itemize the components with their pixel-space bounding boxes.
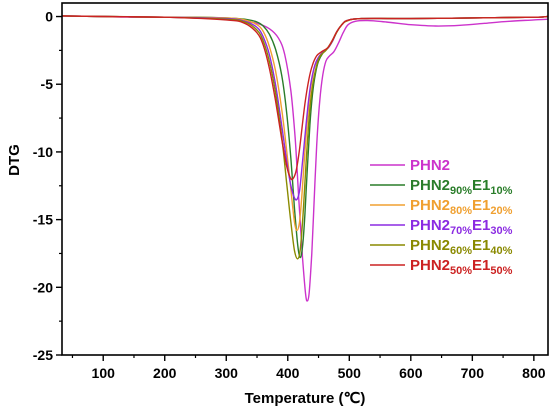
series-layer xyxy=(62,15,548,302)
y-tick-label: -15 xyxy=(33,212,53,228)
legend-item: PHN250%E150% xyxy=(370,257,513,277)
legend-item: PHN260%E140% xyxy=(370,237,513,257)
legend-text-part: E1 xyxy=(472,217,490,234)
legend-text-part: E1 xyxy=(472,237,490,254)
legend-item: PHN290%E110% xyxy=(370,177,513,197)
legend-text-part: PHN2 xyxy=(410,197,450,214)
legend-subscript: 90% xyxy=(450,185,472,197)
legend-subscript: 20% xyxy=(490,205,512,217)
x-axis-label: Temperature (℃) xyxy=(245,390,366,407)
legend-label: PHN250%E150% xyxy=(410,257,513,277)
x-tick-label: 200 xyxy=(153,365,177,381)
plot-frame xyxy=(61,2,549,356)
legend-text-part: PHN2 xyxy=(410,237,450,254)
x-tick-label: 300 xyxy=(215,365,239,381)
y-axis-label: DTG xyxy=(6,144,23,176)
legend-subscript: 50% xyxy=(490,265,512,277)
legend-subscript: 50% xyxy=(450,265,472,277)
legend-subscript: 30% xyxy=(490,225,512,237)
series-line-0 xyxy=(62,15,548,302)
legend-item: PHN270%E130% xyxy=(370,217,513,237)
y-tick-label: 0 xyxy=(45,9,53,25)
legend-text-part: E1 xyxy=(472,197,490,214)
x-tick-label: 400 xyxy=(276,365,300,381)
legend-label: PHN2 xyxy=(410,157,450,174)
y-tick-label: -10 xyxy=(33,144,53,160)
legend-text-part: PHN2 xyxy=(410,157,450,174)
legend-text-part: E1 xyxy=(472,177,490,194)
legend-text-part: E1 xyxy=(472,257,490,274)
axis-ticks: 100 200 300 400 500 600 700 800 0 -5 -10 -15 -20 -25 xyxy=(33,9,546,381)
legend-subscript: 10% xyxy=(490,185,512,197)
legend-text-part: PHN2 xyxy=(410,217,450,234)
legend-label: PHN260%E140% xyxy=(410,237,513,257)
x-tick-label: 700 xyxy=(461,365,485,381)
legend-subscript: 70% xyxy=(450,225,472,237)
legend-label: PHN280%E120% xyxy=(410,197,513,217)
legend-item: PHN280%E120% xyxy=(370,197,513,217)
legend-text-part: PHN2 xyxy=(410,257,450,274)
legend-item: PHN2 xyxy=(370,157,450,174)
legend-subscript: 60% xyxy=(450,245,472,257)
y-tick-label: -25 xyxy=(33,347,53,363)
x-tick-label: 500 xyxy=(338,365,362,381)
x-tick-label: 600 xyxy=(399,365,423,381)
legend: PHN2PHN290%E110%PHN280%E120%PHN270%E130%… xyxy=(370,157,513,277)
legend-label: PHN290%E110% xyxy=(410,177,513,197)
x-tick-label: 800 xyxy=(522,365,546,381)
y-tick-label: -20 xyxy=(33,279,53,295)
legend-subscript: 40% xyxy=(490,245,512,257)
legend-subscript: 80% xyxy=(450,205,472,217)
legend-text-part: PHN2 xyxy=(410,177,450,194)
legend-label: PHN270%E130% xyxy=(410,217,513,237)
x-tick-label: 100 xyxy=(92,365,116,381)
series-line-5 xyxy=(62,15,548,181)
y-tick-label: -5 xyxy=(41,76,54,92)
